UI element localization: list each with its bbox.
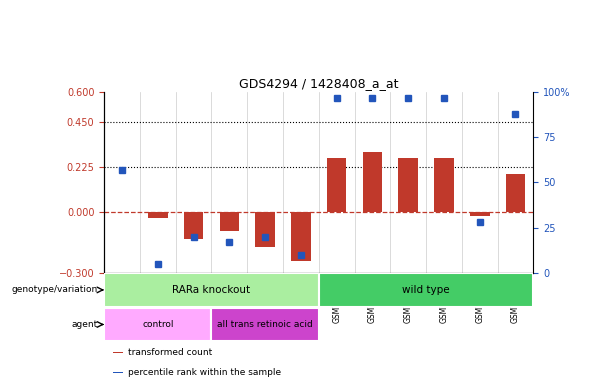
Text: control: control <box>142 320 173 329</box>
Text: RARa knockout: RARa knockout <box>172 285 251 295</box>
Bar <box>219 212 239 230</box>
Text: all trans retinoic acid: all trans retinoic acid <box>217 320 313 329</box>
Bar <box>148 212 168 218</box>
Bar <box>104 273 319 306</box>
Bar <box>113 352 123 353</box>
Bar <box>434 158 454 212</box>
Bar <box>506 174 525 212</box>
Bar <box>113 372 123 373</box>
Bar <box>319 273 533 306</box>
Bar <box>470 212 490 217</box>
Bar <box>184 212 204 238</box>
Bar <box>211 308 319 341</box>
Bar <box>104 308 211 341</box>
Bar <box>291 212 311 261</box>
Bar <box>362 152 383 212</box>
Text: agent: agent <box>72 320 98 329</box>
Bar <box>255 212 275 247</box>
Text: percentile rank within the sample: percentile rank within the sample <box>128 368 281 377</box>
Text: wild type: wild type <box>402 285 450 295</box>
Text: transformed count: transformed count <box>128 348 212 357</box>
Bar <box>398 158 418 212</box>
Bar <box>327 158 346 212</box>
Title: GDS4294 / 1428408_a_at: GDS4294 / 1428408_a_at <box>239 76 398 89</box>
Text: genotype/variation: genotype/variation <box>12 285 98 295</box>
